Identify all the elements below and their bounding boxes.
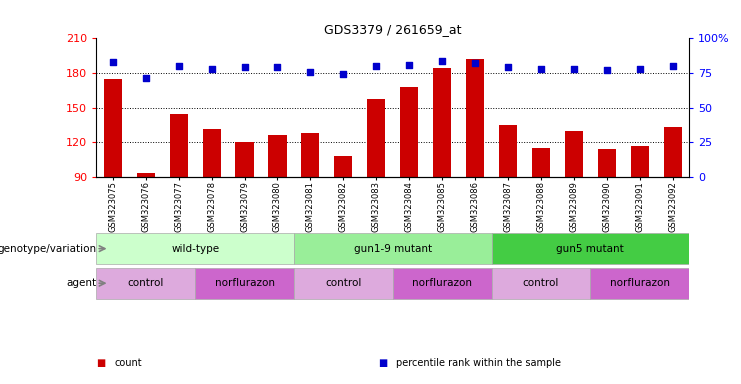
Point bbox=[173, 63, 185, 69]
Point bbox=[667, 63, 679, 69]
Bar bbox=[294, 268, 393, 299]
Point bbox=[370, 63, 382, 69]
Point bbox=[206, 66, 218, 72]
Bar bbox=[96, 233, 294, 264]
Point bbox=[469, 60, 481, 66]
Point bbox=[634, 66, 645, 72]
Bar bbox=[491, 268, 591, 299]
Bar bbox=[664, 127, 682, 177]
Bar bbox=[565, 131, 583, 177]
Point bbox=[436, 58, 448, 64]
Bar bbox=[195, 268, 294, 299]
Bar bbox=[491, 233, 689, 264]
Bar bbox=[96, 268, 195, 299]
Bar bbox=[202, 129, 221, 177]
Text: ■: ■ bbox=[96, 358, 105, 368]
Bar bbox=[294, 233, 491, 264]
Text: norflurazon: norflurazon bbox=[215, 278, 274, 288]
Point bbox=[535, 66, 547, 72]
Text: agent: agent bbox=[66, 278, 96, 288]
Bar bbox=[268, 135, 287, 177]
Text: gun1-9 mutant: gun1-9 mutant bbox=[353, 243, 432, 254]
Point bbox=[502, 65, 514, 71]
Bar bbox=[433, 68, 451, 177]
Bar bbox=[136, 173, 155, 177]
Text: control: control bbox=[325, 278, 362, 288]
Bar bbox=[104, 79, 122, 177]
Bar bbox=[499, 125, 517, 177]
Text: percentile rank within the sample: percentile rank within the sample bbox=[396, 358, 562, 368]
Point bbox=[337, 71, 349, 78]
Bar bbox=[393, 268, 491, 299]
Text: gun5 mutant: gun5 mutant bbox=[556, 243, 624, 254]
Text: ■: ■ bbox=[378, 358, 387, 368]
Text: genotype/variation: genotype/variation bbox=[0, 243, 96, 254]
Point bbox=[271, 65, 283, 71]
Bar bbox=[334, 156, 353, 177]
Bar bbox=[400, 87, 418, 177]
Text: control: control bbox=[127, 278, 164, 288]
Bar bbox=[591, 268, 689, 299]
Point bbox=[140, 75, 152, 81]
Bar bbox=[368, 99, 385, 177]
Text: wild-type: wild-type bbox=[171, 243, 219, 254]
Point bbox=[305, 68, 316, 74]
Text: count: count bbox=[115, 358, 142, 368]
Bar bbox=[532, 148, 550, 177]
Point bbox=[239, 65, 250, 71]
Point bbox=[568, 66, 579, 72]
Bar bbox=[170, 114, 187, 177]
Text: norflurazon: norflurazon bbox=[412, 278, 472, 288]
Point bbox=[403, 61, 415, 68]
Text: control: control bbox=[522, 278, 559, 288]
Bar bbox=[236, 142, 253, 177]
Text: norflurazon: norflurazon bbox=[610, 278, 670, 288]
Bar bbox=[631, 146, 649, 177]
Point bbox=[107, 59, 119, 65]
Bar bbox=[466, 59, 484, 177]
Point bbox=[601, 67, 613, 73]
Bar bbox=[598, 149, 616, 177]
Title: GDS3379 / 261659_at: GDS3379 / 261659_at bbox=[324, 23, 462, 36]
Bar bbox=[302, 133, 319, 177]
